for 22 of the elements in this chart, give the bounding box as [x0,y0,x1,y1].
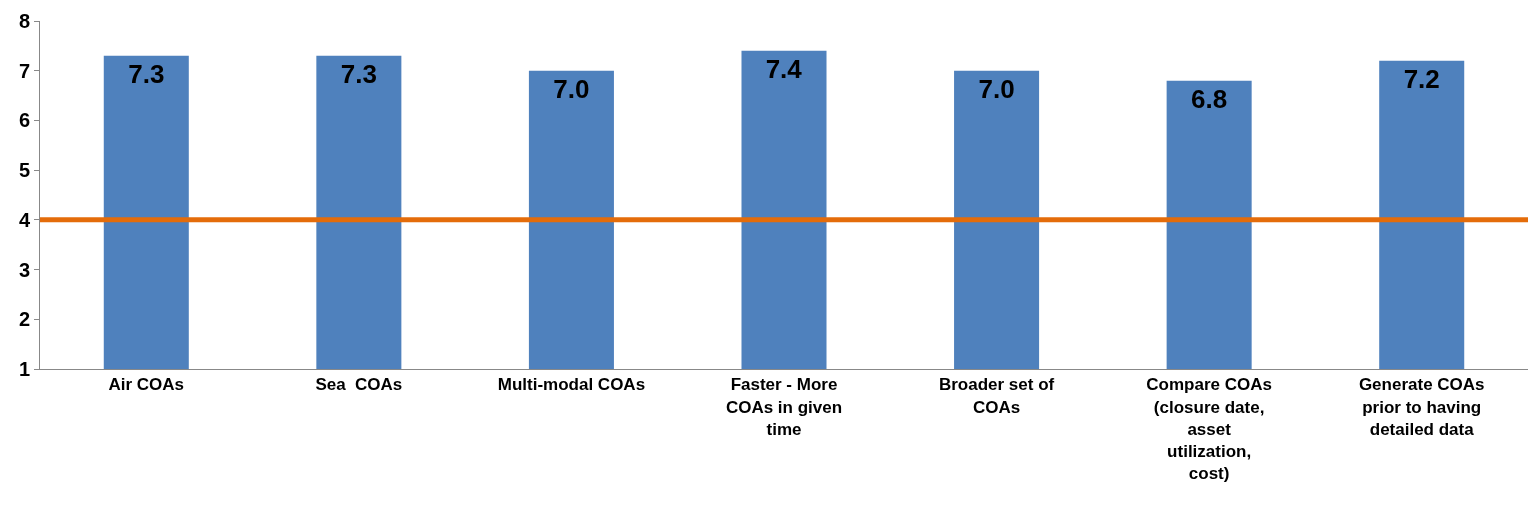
data-label: 6.8 [1191,83,1228,114]
x-tick-label: Faster - More COAs in given time [725,375,843,439]
x-tick-label: Generate COAs prior to having detailed data [1358,375,1485,439]
y-tick-label: 6 [18,109,30,132]
data-label: 7.0 [978,73,1015,104]
y-tick-label: 4 [18,208,31,231]
y-tick-label: 1 [18,358,30,380]
y-tick-label: 7 [18,59,30,82]
y-tick-label: 5 [18,159,30,182]
x-tick-label: Broader set of COAs [938,375,1055,417]
x-tick-label: Compare COAs (closure date, asset utilization, cost) [1146,375,1272,483]
data-label: 7.4 [765,53,803,84]
x-tick-label: Multi-modal COAs [497,375,646,395]
data-label: 7.0 [553,73,590,104]
y-tick-label: 8 [18,10,30,32]
y-tick-label: 2 [18,308,30,331]
x-tick-label: Sea COAs [315,375,403,395]
data-label: 7.2 [1403,63,1440,94]
data-label: 7.3 [340,58,377,89]
data-label: 7.3 [128,58,165,89]
x-tick-label: Air COAs [108,375,185,395]
y-tick-label: 3 [18,258,30,281]
